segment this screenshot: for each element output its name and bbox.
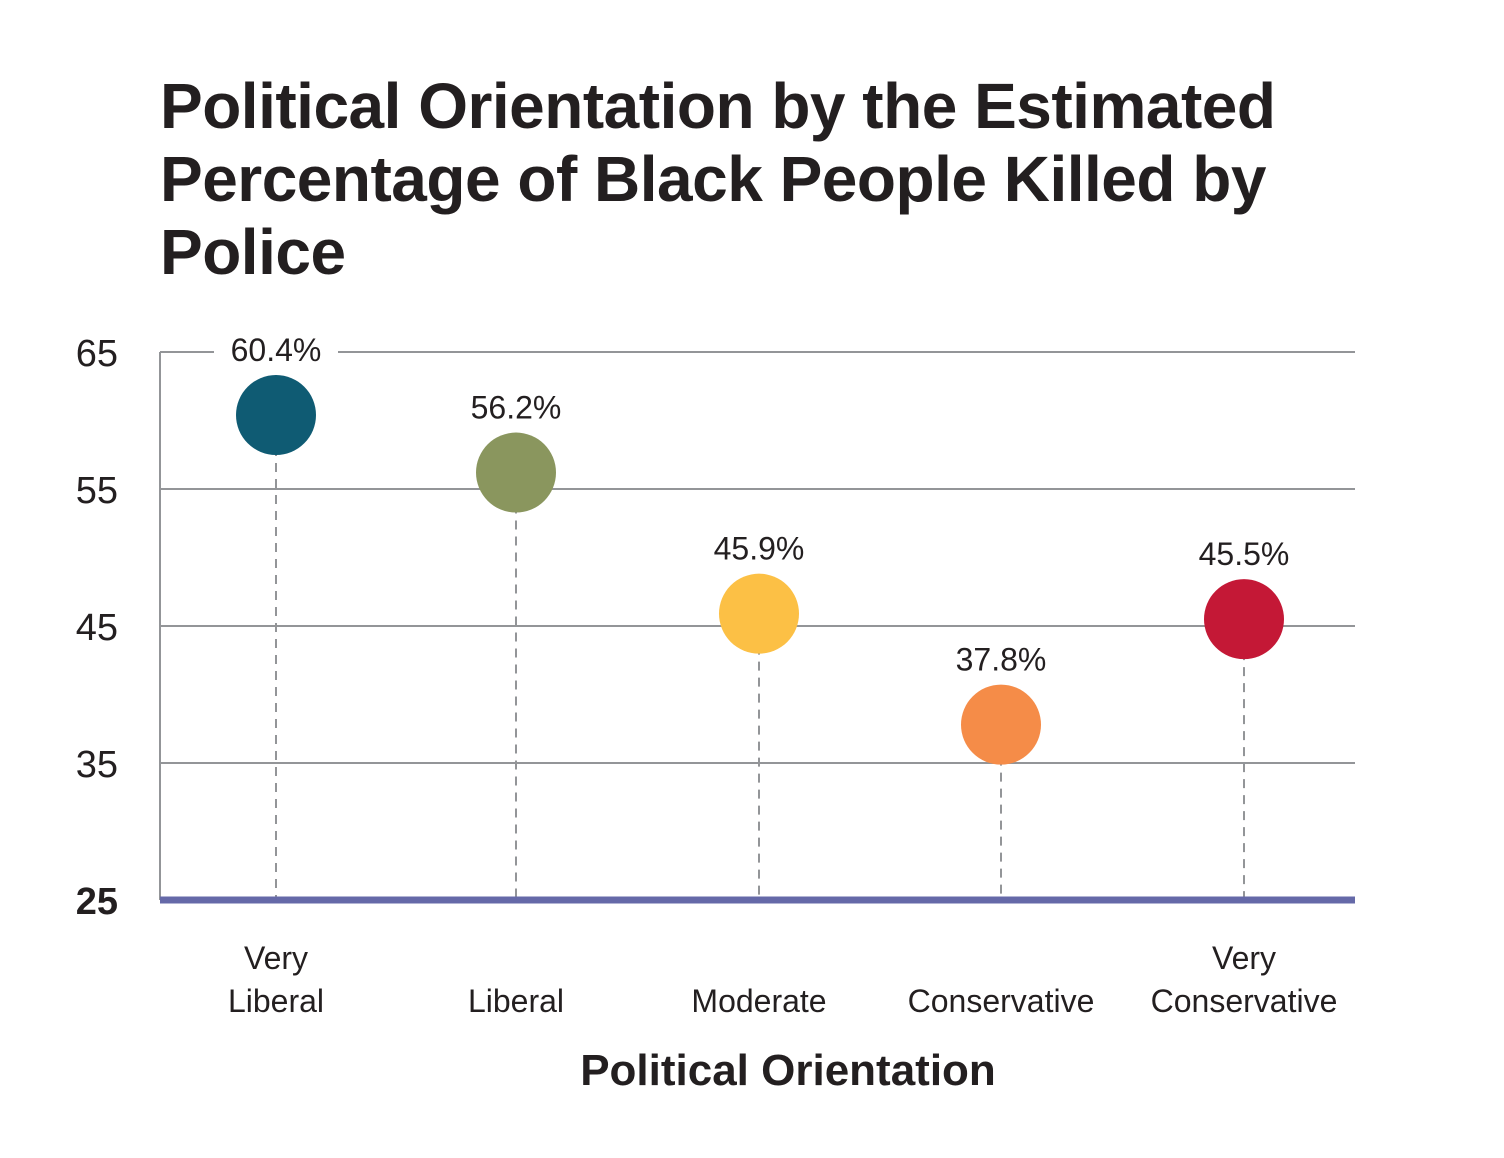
label-gap bbox=[214, 348, 338, 356]
x-tick-label: Very bbox=[1212, 940, 1276, 976]
x-tick-label: Moderate bbox=[691, 983, 826, 1019]
y-tick-label: 35 bbox=[76, 744, 118, 786]
data-label: 45.9% bbox=[714, 531, 805, 567]
data-point bbox=[476, 432, 556, 513]
data-label: 37.8% bbox=[956, 642, 1047, 678]
y-tick-label: 65 bbox=[76, 333, 118, 375]
y-tick-label: 25 bbox=[76, 881, 118, 923]
data-label: 45.5% bbox=[1199, 536, 1290, 572]
data-point bbox=[1204, 579, 1284, 660]
x-tick-label: Very bbox=[244, 940, 308, 976]
data-point bbox=[236, 375, 316, 456]
chart-title: Political Orientation by the Estimated P… bbox=[160, 70, 1276, 288]
x-tick-label: Liberal bbox=[228, 983, 324, 1019]
x-tick-label: Liberal bbox=[468, 983, 564, 1019]
y-tick-label: 55 bbox=[76, 470, 118, 512]
data-point bbox=[961, 684, 1041, 765]
y-tick-label: 45 bbox=[76, 607, 118, 649]
x-tick-label: Conservative bbox=[1151, 983, 1338, 1019]
x-tick-label: Conservative bbox=[908, 983, 1095, 1019]
data-label: 60.4% bbox=[231, 332, 322, 368]
data-label: 56.2% bbox=[471, 390, 562, 426]
x-axis-title: Political Orientation bbox=[580, 1046, 996, 1095]
data-point bbox=[719, 573, 799, 654]
